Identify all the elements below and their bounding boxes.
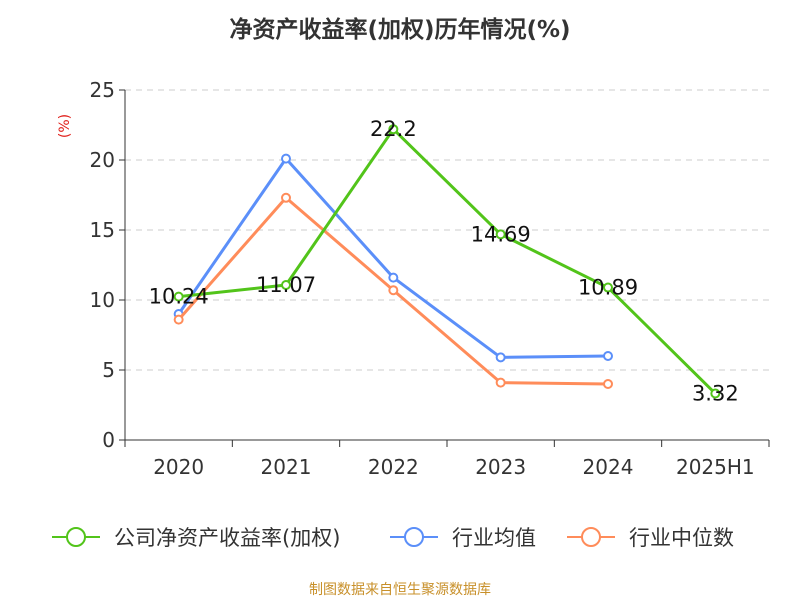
data-label: 22.2 — [370, 117, 417, 141]
series-layer — [173, 124, 721, 399]
y-tick-label: 25 — [90, 78, 115, 102]
data-point[interactable] — [281, 280, 291, 291]
x-tick-label: 2024 — [583, 455, 634, 479]
legend[interactable]: 公司净资产收益率(加权) 行业均值 行业中位数 — [52, 526, 734, 550]
y-tick-label: 5 — [102, 358, 115, 382]
y-tick-label: 10 — [90, 288, 115, 312]
data-label: 11.07 — [256, 273, 316, 297]
data-point[interactable] — [388, 272, 399, 283]
data-label: 10.24 — [149, 285, 209, 309]
data-point[interactable] — [281, 153, 291, 164]
legend-swatch-marker — [404, 527, 424, 547]
legend-label[interactable]: 公司净资产收益率(加权) — [114, 526, 340, 550]
x-tick-label: 2020 — [153, 455, 204, 479]
data-label: 14.69 — [471, 222, 531, 246]
legend-swatch-marker — [581, 527, 601, 547]
x-tick-label: 2023 — [475, 455, 526, 479]
y-axis-label: (%) — [57, 114, 73, 138]
data-labels: 10.24 11.07 22.2 14.69 10.89 3.32 — [149, 117, 739, 405]
y-tick-label: 15 — [90, 218, 115, 242]
data-label: 10.89 — [578, 276, 638, 300]
data-label: 3.32 — [692, 382, 739, 406]
legend-swatch-marker — [66, 527, 86, 547]
axes: 0 5 10 15 20 25 (%) 2020 2021 2022 2023 2024 2025H1 — [57, 78, 770, 479]
data-point[interactable] — [495, 229, 506, 240]
data-point[interactable] — [281, 192, 291, 203]
series-line — [177, 157, 609, 359]
data-point[interactable] — [388, 124, 399, 135]
x-tick-label: 2021 — [261, 455, 312, 479]
y-tick-label: 0 — [102, 428, 115, 452]
chart-title: 净资产收益率(加权)历年情况(%) — [229, 17, 571, 43]
series-line — [178, 127, 717, 395]
data-point[interactable] — [173, 291, 184, 302]
legend-label[interactable]: 行业均值 — [452, 526, 536, 550]
legend-label[interactable]: 行业中位数 — [629, 526, 734, 550]
y-tick-label: 20 — [90, 148, 115, 172]
source-note: 制图数据来自恒生聚源数据库 — [309, 582, 491, 598]
data-point[interactable] — [603, 282, 613, 293]
x-tick-label: 2022 — [368, 455, 419, 479]
data-point[interactable] — [603, 351, 613, 361]
data-point[interactable] — [388, 285, 399, 296]
x-tick-label: 2025H1 — [676, 455, 755, 479]
data-point[interactable] — [710, 388, 721, 399]
data-point[interactable] — [495, 377, 506, 388]
data-point[interactable] — [495, 352, 506, 363]
grid-lines — [125, 89, 769, 371]
data-point[interactable] — [603, 379, 613, 389]
data-point[interactable] — [173, 314, 184, 325]
